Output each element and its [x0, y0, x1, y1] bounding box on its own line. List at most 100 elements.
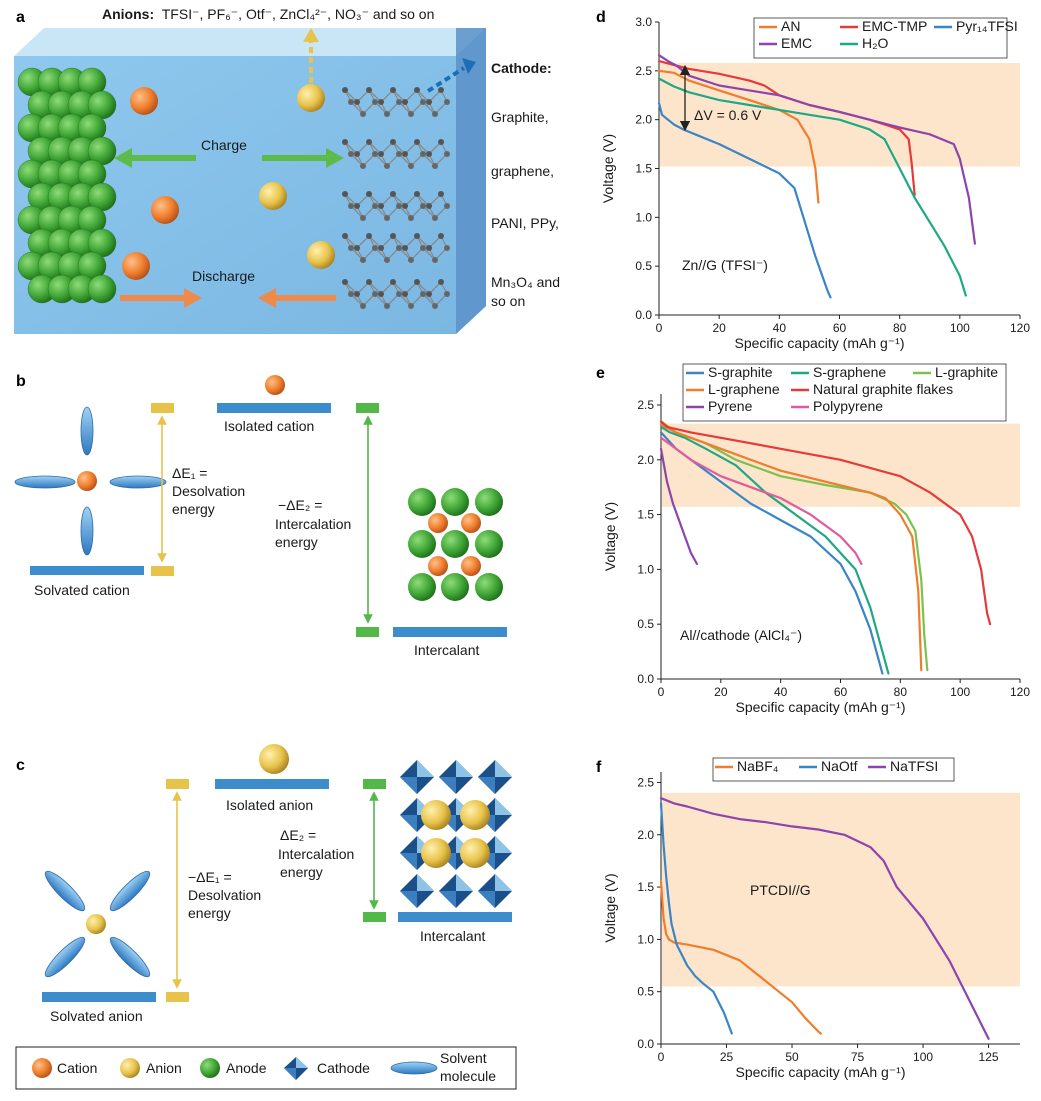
- carbon-atom: [402, 245, 408, 251]
- carbon-atom: [408, 257, 414, 263]
- carbon-atom: [390, 233, 396, 239]
- de1-line: ΔE₁ =: [172, 465, 207, 481]
- level-marker: [356, 403, 379, 413]
- de2-line: ΔE₂ =: [280, 827, 316, 843]
- voltage-band: [660, 63, 1020, 167]
- chart-legend: [682, 363, 1007, 422]
- x-tick-label: 120: [1010, 321, 1030, 335]
- legend-anion: Anion: [146, 1060, 182, 1076]
- carbon-atom: [378, 99, 384, 105]
- intercalant-lattice: [408, 488, 503, 601]
- carbon-atom: [408, 303, 414, 309]
- carbon-atom: [366, 279, 372, 285]
- solvent-molecule: [14, 475, 76, 489]
- legend-cation: Cation: [57, 1060, 97, 1076]
- carbon-atom: [372, 99, 378, 105]
- carbon-atom: [402, 203, 408, 209]
- cathode-arrow: [426, 66, 466, 93]
- cation: [428, 556, 448, 576]
- cation: [461, 556, 481, 576]
- cation: [77, 471, 97, 491]
- carbon-atom: [360, 163, 366, 169]
- solvent-molecule: [80, 406, 94, 456]
- carbon-atom: [384, 163, 390, 169]
- anode-atom: [475, 573, 503, 601]
- carbon-atom: [402, 291, 408, 297]
- carbon-atom: [384, 257, 390, 263]
- y-tick-label: 2.5: [637, 398, 654, 412]
- y-tick-label: 1.5: [637, 508, 654, 522]
- cathode-title: Cathode:: [491, 60, 552, 76]
- de1-line: energy: [188, 905, 231, 921]
- carbon-atom: [348, 151, 354, 157]
- legend-entry: NaBF₄: [737, 758, 779, 774]
- de1-line: −ΔE₁ =: [188, 869, 232, 885]
- carbon-atom: [372, 203, 378, 209]
- x-tick-label: 40: [773, 321, 787, 335]
- legend-entry: NaOtf: [821, 758, 858, 774]
- carbon-atom: [420, 203, 426, 209]
- x-axis-label: Specific capacity (mAh g⁻¹): [736, 699, 906, 715]
- series-line-h-o: [657, 77, 967, 297]
- legend-entry: H₂O: [862, 35, 889, 51]
- carbon-atom: [372, 291, 378, 297]
- carbon-atom: [438, 233, 444, 239]
- anion: [421, 800, 451, 830]
- x-tick-label: 100: [950, 321, 970, 335]
- anion: [460, 800, 490, 830]
- cation: [122, 252, 150, 280]
- chart-annotation: PTCDI//G: [750, 882, 811, 898]
- voltage-band: [662, 792, 1020, 987]
- carbon-atom: [408, 215, 414, 221]
- legend-entry: Pyrene: [708, 398, 753, 414]
- y-tick-label: 1.5: [635, 162, 652, 176]
- carbon-atom: [444, 203, 450, 209]
- y-tick-label: 0.0: [637, 1037, 654, 1051]
- y-axis-label: Voltage (V): [602, 873, 618, 942]
- carbon-atom: [420, 99, 426, 105]
- y-tick-label: 2.5: [635, 64, 652, 78]
- carbon-atom: [402, 99, 408, 105]
- x-tick-label: 80: [894, 685, 908, 699]
- carbon-atom: [342, 191, 348, 197]
- anion-swatch: [120, 1058, 140, 1078]
- anode-swatch: [200, 1058, 220, 1078]
- x-tick-label: 75: [851, 1050, 865, 1064]
- carbon-atom: [414, 87, 420, 93]
- carbon-atom: [354, 245, 360, 251]
- y-tick-label: 0.5: [635, 259, 652, 273]
- isolated-level: [217, 403, 331, 413]
- panel-d-label: d: [596, 9, 606, 26]
- carbon-atom: [342, 139, 348, 145]
- de2-line: energy: [275, 534, 318, 550]
- level-marker: [151, 403, 174, 413]
- carbon-atom: [372, 151, 378, 157]
- carbon-atom: [408, 111, 414, 117]
- legend-entry: NaTFSI: [890, 758, 938, 774]
- carbon-atom: [396, 245, 402, 251]
- series-line-naotf: [659, 802, 733, 1035]
- x-axis-label: Specific capacity (mAh g⁻¹): [736, 1064, 906, 1080]
- y-tick-label: 2.5: [637, 775, 654, 789]
- intercalant-label: Intercalant: [414, 642, 479, 658]
- x-axis-label: Specific capacity (mAh g⁻¹): [735, 335, 905, 351]
- solvent-molecule: [44, 870, 86, 912]
- anion: [86, 914, 106, 934]
- carbon-atom: [384, 215, 390, 221]
- chart-annotation: Al//cathode (AlCl₄⁻): [680, 627, 802, 643]
- carbon-atom: [438, 279, 444, 285]
- y-tick-label: 3.0: [635, 15, 652, 29]
- legend-entry: S-graphite: [708, 364, 773, 380]
- carbon-atom: [354, 99, 360, 105]
- anode-atom: [87, 274, 117, 304]
- de2-line: Intercalation: [275, 516, 351, 532]
- y-tick-label: 0.5: [637, 617, 654, 631]
- carbon-atom: [414, 279, 420, 285]
- carbon-atom: [420, 291, 426, 297]
- y-tick-label: 0.0: [635, 308, 652, 322]
- carbon-atom: [426, 291, 432, 297]
- anion: [259, 182, 287, 210]
- carbon-atom: [390, 139, 396, 145]
- carbon-atom: [444, 291, 450, 297]
- solvated-cation-label: Solvated cation: [34, 582, 130, 598]
